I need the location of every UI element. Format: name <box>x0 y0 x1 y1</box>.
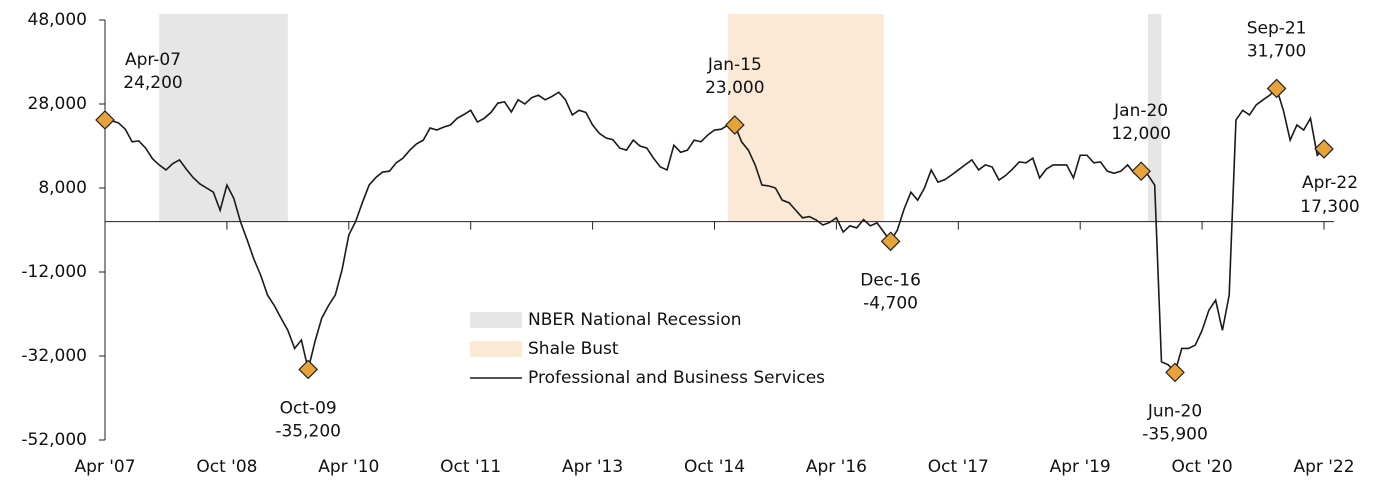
shaded-span <box>159 14 288 222</box>
annotation-value: 23,000 <box>705 78 764 98</box>
marker <box>298 359 319 380</box>
annotation-value: -4,700 <box>863 293 918 313</box>
legend-swatch <box>470 341 522 357</box>
y-tick-label: -32,000 <box>21 346 87 366</box>
legend-label: Shale Bust <box>528 339 619 359</box>
legend-label: NBER National Recession <box>528 310 742 330</box>
annotation-value: 24,200 <box>123 73 182 93</box>
annotation-date: Oct-09 <box>280 398 337 418</box>
annotation-date: Jan-20 <box>1113 101 1168 121</box>
annotation-value: 17,300 <box>1300 197 1359 217</box>
y-tick-label: 8,000 <box>38 178 87 198</box>
marker <box>1131 161 1151 182</box>
legend-swatch <box>470 312 522 328</box>
annotation-value: 31,700 <box>1247 41 1306 61</box>
annotation-date: Apr-07 <box>125 50 181 70</box>
y-tick-label: -12,000 <box>21 262 87 282</box>
x-tick-label: Oct '11 <box>440 457 501 477</box>
annotation-value: -35,900 <box>1142 424 1208 444</box>
annotation-value: -35,200 <box>275 421 341 441</box>
x-tick-label: Apr '13 <box>562 457 623 477</box>
annotation-date: Jan-15 <box>707 55 762 75</box>
annotation-date: Dec-16 <box>860 270 921 290</box>
y-tick-label: -52,000 <box>21 430 87 450</box>
x-tick-label: Apr '07 <box>74 457 135 477</box>
x-tick-label: Oct '17 <box>928 457 989 477</box>
marker <box>95 110 115 130</box>
annotation-date: Jun-20 <box>1147 401 1202 421</box>
x-tick-label: Oct '14 <box>684 457 745 477</box>
x-tick-label: Oct '20 <box>1172 457 1233 477</box>
x-tick-label: Apr '16 <box>806 457 867 477</box>
annotation-date: Sep-21 <box>1247 18 1307 38</box>
shaded-span <box>1147 14 1162 222</box>
x-tick-label: Apr '10 <box>318 457 379 477</box>
x-tick-label: Oct '08 <box>196 457 257 477</box>
y-tick-label: 28,000 <box>28 94 87 114</box>
marker <box>1314 139 1334 159</box>
marker <box>1266 78 1287 99</box>
y-tick-label: 48,000 <box>28 10 87 30</box>
x-tick-label: Apr '19 <box>1050 457 1111 477</box>
annotation-value: 12,000 <box>1111 124 1170 144</box>
annotation-date: Apr-22 <box>1302 173 1358 193</box>
marker <box>880 231 901 252</box>
shaded-span <box>728 14 884 222</box>
marker <box>724 115 745 135</box>
marker <box>1165 362 1185 383</box>
x-tick-label: Apr '22 <box>1293 457 1354 477</box>
legend-label: Professional and Business Services <box>528 368 825 388</box>
